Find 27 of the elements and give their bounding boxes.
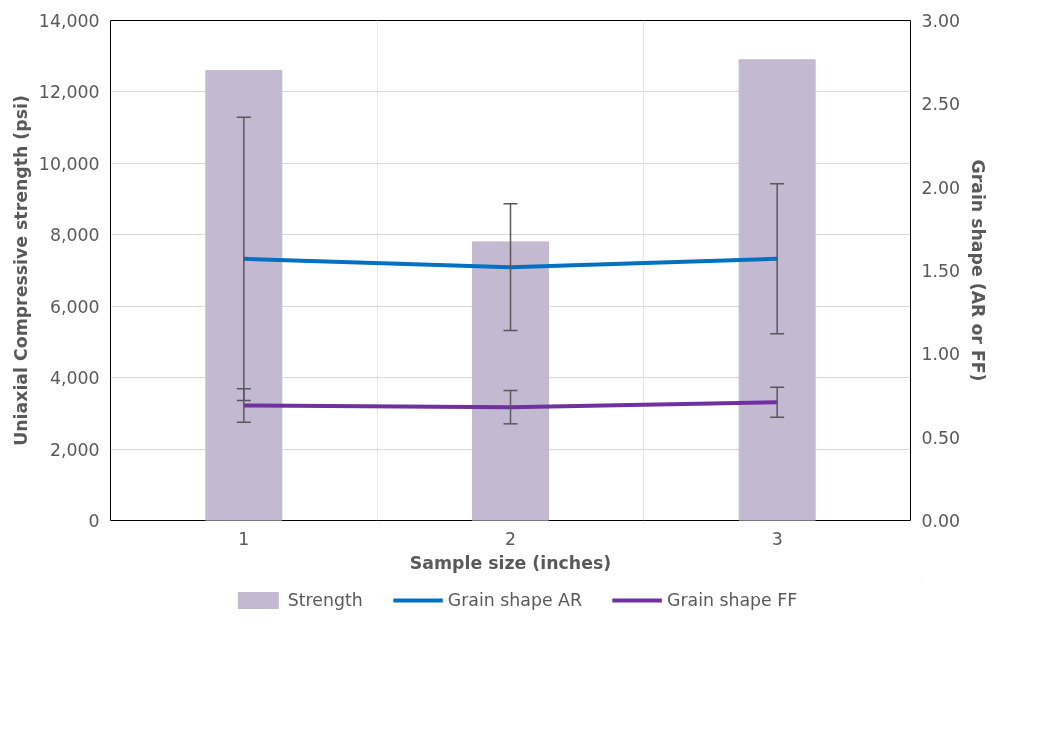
legend-label: Grain shape AR	[447, 590, 582, 610]
y-tick-label: 8,000	[49, 225, 100, 246]
y-tick-label: 4,000	[49, 368, 100, 389]
x-tick-label: 1	[238, 528, 250, 549]
y-tick-label: 0	[88, 511, 100, 531]
y-tick-label: 14,000	[38, 11, 100, 31]
bar	[205, 70, 283, 521]
y2-tick-label: 2.50	[921, 94, 961, 115]
x-tick-label: 2	[504, 528, 517, 549]
y2-axis-title: Grain shape (AR or FF)	[968, 159, 989, 382]
y-axis-title: Uniaxial Compressive strength (psi)	[10, 95, 31, 446]
y2-tick-label: 0.50	[921, 427, 961, 448]
y2-tick-label: 3.00	[921, 11, 961, 31]
y-tick-label: 2,000	[49, 439, 100, 460]
legend-label: Strength	[287, 590, 363, 610]
y2-tick-label: 1.00	[921, 344, 961, 365]
legend-label: Grain shape FF	[666, 590, 798, 610]
y2-tick-label: 2.00	[921, 177, 961, 198]
y-tick-label: 6,000	[49, 296, 100, 317]
bar	[738, 59, 816, 521]
y2-tick-label: 0.00	[921, 511, 961, 531]
y-tick-label: 12,000	[38, 82, 100, 103]
bar	[472, 241, 549, 521]
y-tick-label: 10,000	[38, 153, 100, 174]
x-tick-label: 3	[771, 528, 783, 549]
x-axis-title: Sample size (inches)	[409, 552, 612, 573]
y2-tick-label: 1.50	[921, 261, 961, 281]
